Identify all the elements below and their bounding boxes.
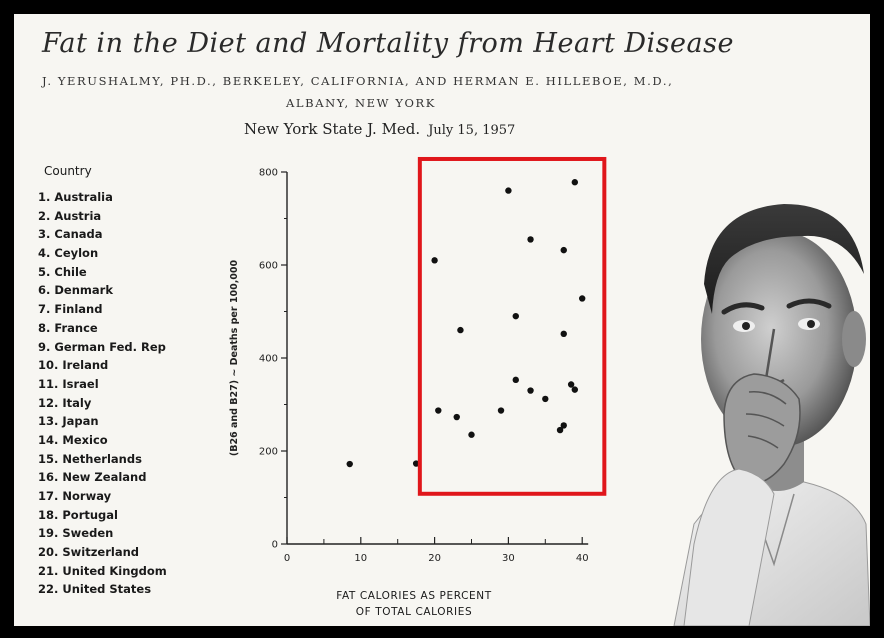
- ear: [842, 311, 866, 367]
- country-list-item: 17. Norway: [38, 489, 112, 503]
- data-point: [512, 312, 519, 320]
- data-point: [560, 422, 567, 429]
- country-list-item: 9. German Fed. Rep: [38, 339, 166, 354]
- data-point: [527, 387, 534, 394]
- country-list-heading: Country: [44, 164, 92, 178]
- right-eyebrow: [786, 298, 832, 309]
- y-tick-label: 800: [259, 168, 278, 179]
- country-list-item: 14. Mexico: [38, 432, 108, 447]
- paper-title: Fat in the Diet and Mortality from Heart…: [42, 28, 734, 59]
- data-point: [435, 407, 442, 414]
- data-point: [527, 236, 534, 243]
- x-tick-label: 40: [576, 553, 589, 564]
- x-axis-label-line-2: OF TOTAL CALORIES: [355, 606, 473, 618]
- data-point: [431, 257, 438, 264]
- y-tick-label: 200: [259, 447, 278, 458]
- publication-date: July 15, 1957: [428, 123, 516, 138]
- y-axis-label: (B26 and B27) ~ Deaths per 100,000: [229, 259, 240, 456]
- country-list-item: 11. Israel: [38, 376, 99, 391]
- country-list-item: 1. Australia: [38, 190, 113, 204]
- country-list-item: 6. Denmark: [38, 283, 113, 298]
- data-point: [571, 386, 579, 393]
- country-list-item: 3. Canada: [38, 227, 103, 242]
- y-tick-label: 0: [272, 540, 278, 551]
- country-list-item: 15. Netherlands: [38, 451, 142, 466]
- data-point: [556, 426, 564, 434]
- x-axis-label: FAT CALORIES AS PERCENT OF TOTAL CALORIE…: [314, 588, 514, 620]
- country-list-item: 13. Japan: [38, 414, 99, 429]
- data-point: [497, 407, 505, 414]
- country-list: 1. Australia 2. Austria 3. Canada 4. Ceylon…: [38, 188, 167, 599]
- country-list-item: 18. Portugal: [38, 507, 118, 522]
- portrait-photo: [673, 204, 870, 626]
- y-tick-label: 600: [259, 261, 278, 272]
- scatter-chart: 0 200 400 600 800 0 10 20 30 40 (B26 and B27) ~ De…: [229, 156, 607, 564]
- data-point: [567, 381, 575, 388]
- journal-citation: New York State J. Med. July 15, 1957: [244, 120, 515, 138]
- x-tick-label: 10: [354, 553, 367, 564]
- data-point: [579, 295, 586, 302]
- data-point: [346, 460, 353, 468]
- left-eyebrow: [721, 302, 765, 315]
- country-list-item: 4. Ceylon: [38, 246, 99, 261]
- data-point: [453, 413, 460, 421]
- y-tick-label: 400: [259, 354, 278, 365]
- journal-name: New York State J. Med.: [244, 120, 421, 138]
- country-list-item: 19. Sweden: [38, 526, 114, 541]
- data-point: [457, 326, 464, 334]
- x-axis-label-line-1: FAT CALORIES AS PERCENT: [336, 590, 492, 602]
- country-list-item: 5. Chile: [38, 264, 87, 279]
- document-page: Fat in the Diet and Mortality from Heart…: [14, 14, 870, 626]
- highlight-box: [417, 156, 607, 496]
- country-list-item: 10. Ireland: [38, 358, 109, 373]
- country-list-item: 20. Switzerland: [38, 545, 140, 560]
- country-list-item: 2. Austria: [38, 208, 102, 223]
- country-list-item: 16. New Zealand: [38, 470, 147, 485]
- data-point: [512, 376, 519, 384]
- hair: [704, 204, 864, 314]
- country-list-item: 21. United Kingdom: [38, 563, 167, 578]
- country-list-item: 12. Italy: [38, 395, 92, 410]
- x-tick-label: 0: [284, 553, 290, 564]
- data-point: [560, 246, 567, 254]
- data-point: [412, 460, 420, 467]
- coat-sleeve: [683, 468, 775, 626]
- data-point: [560, 330, 567, 338]
- data-point: [571, 179, 579, 186]
- data-point: [468, 431, 475, 438]
- authors-line-1: J. YERUSHALMY, PH.D., BERKELEY, CALIFORN…: [42, 74, 674, 88]
- x-tick-label: 30: [502, 553, 515, 564]
- authors-line-2: ALBANY, NEW YORK: [286, 96, 436, 110]
- data-point: [542, 395, 549, 403]
- country-list-item: 7. Finland: [38, 302, 103, 317]
- country-list-item: 22. United States: [38, 582, 152, 597]
- country-list-item: 8. France: [38, 320, 98, 335]
- x-tick-label: 20: [428, 553, 441, 564]
- data-point: [505, 187, 512, 194]
